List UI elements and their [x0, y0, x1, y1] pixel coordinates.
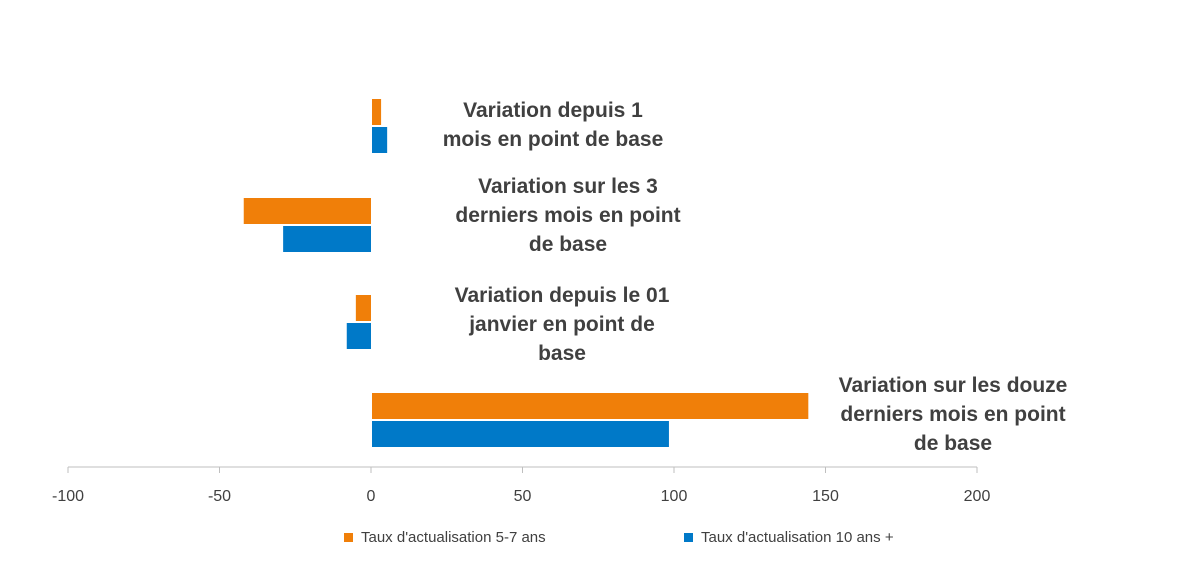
- bar-series-1-category-1: [372, 99, 382, 125]
- x-tick-label: 150: [812, 488, 839, 505]
- category-label-line: Variation depuis 1: [463, 99, 643, 122]
- bar-series-1-category-2: [243, 198, 371, 224]
- legend-swatch-series-2: [684, 533, 693, 542]
- bar-series-2-category-3: [346, 323, 371, 349]
- category-label-line: janvier en point de: [468, 313, 655, 336]
- bar-series-2-category-1: [372, 127, 388, 153]
- x-tick-label: -50: [208, 488, 231, 505]
- x-tick-label: 100: [661, 488, 688, 505]
- category-labels-group: Variation depuis 1 mois en point de baseV…: [443, 99, 1068, 455]
- x-tick-label: 0: [367, 488, 376, 505]
- bars-group: [243, 99, 809, 447]
- x-tick-label: -100: [52, 488, 84, 505]
- legend-label-series-1: Taux d'actualisation 5-7 ans: [361, 529, 546, 546]
- category-label-line: Variation sur les 3: [478, 175, 658, 198]
- category-label-line: derniers mois en point: [455, 204, 680, 227]
- bar-series-1-category-4: [372, 393, 809, 419]
- bar-series-2-category-2: [283, 226, 371, 252]
- category-label-1: Variation depuis 1 mois en point de base: [443, 99, 664, 151]
- category-label-line: derniers mois en point: [840, 403, 1065, 426]
- category-label-line: Variation depuis le 01: [455, 284, 670, 307]
- legend-item-series-2: Taux d'actualisation 10 ans +: [684, 529, 894, 546]
- category-label-line: Variation sur les douze: [839, 374, 1068, 397]
- x-tick-label: 50: [514, 488, 532, 505]
- category-label-line: de base: [529, 233, 607, 256]
- category-label-line: base: [538, 342, 586, 365]
- bar-series-2-category-4: [372, 421, 669, 447]
- category-label-4: Variation sur les douze derniers mois en …: [839, 374, 1068, 455]
- x-axis-ticks: -100 -50 0 50 100 150 200: [52, 467, 990, 505]
- category-label-3: Variation depuis le 01 janvier en point d…: [455, 284, 670, 365]
- x-tick-label: 200: [964, 488, 991, 505]
- category-label-2: Variation sur les 3 derniers mois en poin…: [455, 175, 680, 256]
- category-label-line: de base: [914, 432, 992, 455]
- bar-series-1-category-3: [355, 295, 371, 321]
- legend-swatch-series-1: [344, 533, 353, 542]
- legend: Taux d'actualisation 5-7 ans Taux d'actu…: [0, 529, 1200, 551]
- category-label-line: mois en point de base: [443, 128, 664, 151]
- legend-item-series-1: Taux d'actualisation 5-7 ans: [344, 529, 546, 546]
- legend-label-series-2: Taux d'actualisation 10 ans +: [701, 529, 894, 546]
